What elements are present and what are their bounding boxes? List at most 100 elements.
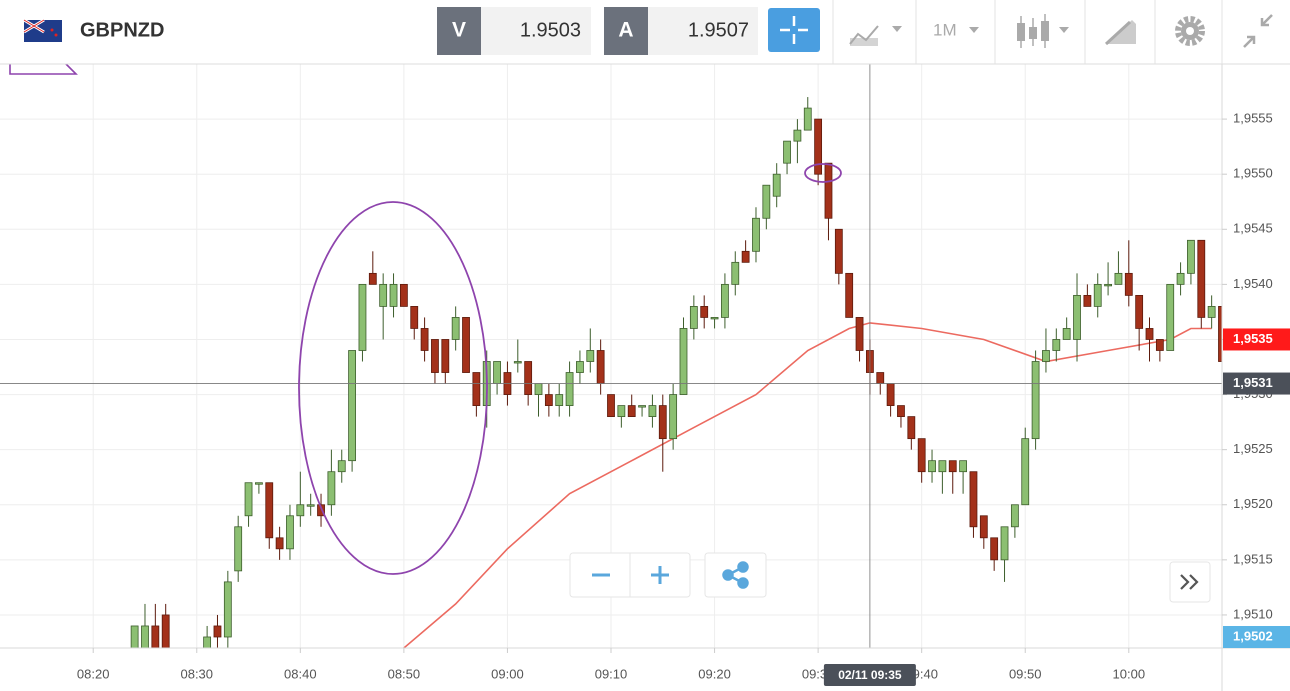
candle-body: [1166, 283, 1175, 351]
moving-average-layer: [403, 322, 1212, 648]
axes: 1,95101,95151,95201,95251,95301,95351,95…: [77, 111, 1290, 686]
candle-body: [441, 339, 450, 373]
share-button[interactable]: [704, 552, 767, 598]
candle-body: [213, 625, 222, 638]
price-tag-label: 1,9531: [1233, 375, 1273, 390]
candle-body: [721, 283, 729, 318]
zoom-controls: [569, 552, 1211, 603]
candle-body: [130, 625, 139, 648]
candle-body: [979, 515, 988, 539]
x-tick-label: 09:10: [595, 666, 628, 681]
price-tag: [1223, 328, 1290, 351]
scroll-right-button[interactable]: [1169, 561, 1211, 603]
candle-body: [544, 394, 553, 406]
candle-body: [1010, 504, 1019, 528]
candle-body: [845, 272, 854, 318]
candle-body: [317, 504, 325, 517]
candle-body: [907, 416, 916, 440]
collapse-button[interactable]: [1243, 14, 1273, 48]
y-tick-label: 1,9555: [1233, 111, 1273, 126]
candle-body: [1114, 272, 1123, 285]
grid: [0, 64, 1222, 648]
zoom-in-button[interactable]: [651, 566, 669, 584]
bid-button[interactable]: V 1.9503: [437, 7, 591, 55]
candle-body: [679, 328, 688, 395]
candle-body: [783, 140, 791, 164]
candle-body: [306, 504, 315, 507]
candle-body: [203, 636, 212, 648]
candle-body: [752, 217, 760, 252]
candle-body: [803, 107, 812, 131]
candle-body: [1176, 272, 1185, 285]
candle-body: [141, 625, 149, 648]
candle-body: [762, 184, 771, 219]
y-tick-label: 1,9525: [1233, 441, 1273, 456]
candle-body: [265, 482, 274, 539]
separators: [832, 0, 1223, 64]
candle-body: [586, 350, 595, 362]
candle-body: [1000, 526, 1009, 561]
flag-icon[interactable]: [23, 18, 62, 42]
x-tick-label: 08:50: [388, 666, 421, 681]
x-tick-label: 09:50: [1009, 666, 1042, 681]
x-tick-label: 10:00: [1113, 666, 1146, 681]
candle-body: [648, 405, 657, 418]
y-tick-label: 1,9545: [1233, 221, 1273, 236]
timeframe-button[interactable]: 1M: [933, 20, 979, 39]
candle-body: [1145, 328, 1154, 340]
candle-body: [431, 339, 439, 373]
candle-body: [337, 460, 346, 473]
candle-body: [244, 482, 253, 517]
candle-body: [1042, 350, 1050, 362]
candle-body: [420, 328, 429, 351]
candle-body: [1083, 294, 1092, 307]
candle-body: [296, 504, 305, 517]
candle-body: [151, 625, 160, 648]
candle-body: [607, 394, 615, 418]
candle-body: [327, 471, 336, 506]
candle-body: [1052, 339, 1061, 351]
crosshair-time-tag: [823, 664, 916, 686]
bid-price: 1.9503: [520, 19, 581, 41]
candle-body: [472, 372, 481, 406]
candle-body: [1124, 272, 1133, 296]
candle-body: [348, 350, 357, 462]
candle-body: [286, 515, 294, 550]
drawing-button[interactable]: [1104, 20, 1136, 46]
ask-label: A: [618, 19, 633, 42]
ask-price: 1.9507: [688, 19, 749, 41]
candle-body: [741, 250, 750, 263]
candle-style-button[interactable]: [1017, 14, 1069, 48]
price-tag-label: 1,9502: [1233, 628, 1273, 643]
candle-body: [254, 482, 263, 485]
settings-button[interactable]: [1175, 16, 1205, 46]
candle-body: [886, 383, 895, 406]
candle-body: [938, 460, 947, 473]
candle-body: [576, 361, 584, 373]
candle-body: [876, 372, 885, 384]
candle-body: [990, 537, 999, 561]
x-tick-label: 08:40: [284, 666, 317, 681]
candle-body: [234, 526, 243, 572]
candle-body: [1062, 328, 1071, 340]
candle-body: [534, 383, 543, 395]
candle-body: [689, 306, 698, 329]
chart-type-button[interactable]: [849, 25, 902, 46]
symbol: GBPNZD: [80, 19, 164, 41]
y-tick-label: 1,9540: [1233, 276, 1273, 291]
crosshair: [0, 64, 1222, 648]
timeframe: 1M: [933, 20, 957, 39]
candle-body: [917, 438, 926, 473]
crosshair-button[interactable]: [768, 8, 820, 52]
toolbar: GBPNZD V 1.9503 A 1.9507 1M: [0, 0, 1290, 65]
candle-body: [596, 350, 605, 384]
candle-body: [555, 394, 564, 406]
candle-body: [834, 228, 843, 274]
ask-button[interactable]: A 1.9507: [604, 7, 758, 55]
x-tick-label: 09:20: [698, 666, 731, 681]
candle-body: [617, 405, 626, 418]
candle-body: [772, 173, 781, 197]
candle-body: [1155, 339, 1164, 351]
